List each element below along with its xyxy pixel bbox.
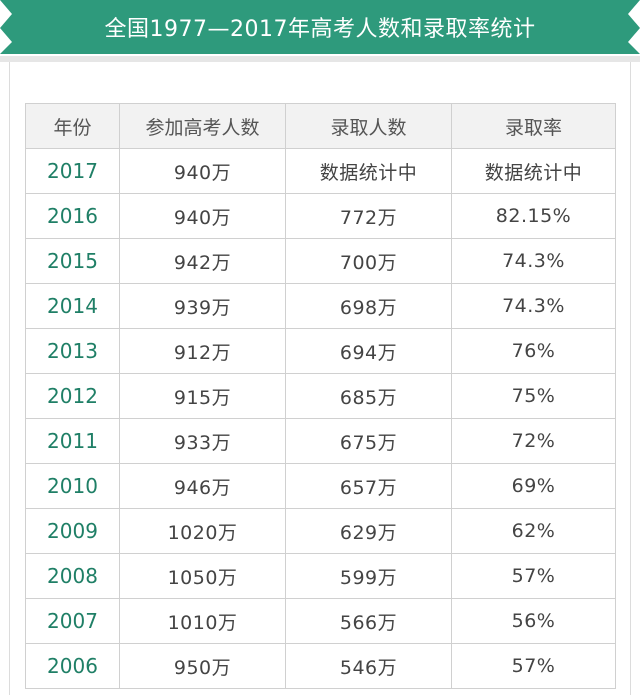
table-row: 2011 933万 675万 72% [25, 418, 616, 464]
year-cell: 2009 [25, 508, 120, 554]
rate-cell: 76% [451, 328, 616, 374]
rate-cell: 57% [451, 643, 616, 689]
applicants-cell: 939万 [119, 283, 286, 329]
admitted-cell: 700万 [285, 238, 452, 284]
admitted-cell: 772万 [285, 193, 452, 239]
header-admission-rate: 录取率 [451, 103, 616, 149]
year-cell: 2016 [25, 193, 120, 239]
table-row: 2013 912万 694万 76% [25, 328, 616, 374]
year-cell: 2006 [25, 643, 120, 689]
year-cell: 2017 [25, 148, 120, 194]
table-row: 2009 1020万 629万 62% [25, 508, 616, 554]
year-cell: 2012 [25, 373, 120, 419]
table-row: 2015 942万 700万 74.3% [25, 238, 616, 284]
admitted-cell: 675万 [285, 418, 452, 464]
table-row: 2008 1050万 599万 57% [25, 553, 616, 599]
header-admitted: 录取人数 [285, 103, 452, 149]
rate-cell: 74.3% [451, 238, 616, 284]
rate-cell: 62% [451, 508, 616, 554]
year-cell: 2013 [25, 328, 120, 374]
admitted-cell: 599万 [285, 553, 452, 599]
applicants-cell: 946万 [119, 463, 286, 509]
rate-cell: 57% [451, 553, 616, 599]
rate-cell: 数据统计中 [451, 148, 616, 194]
left-border-line [9, 62, 10, 695]
year-cell: 2014 [25, 283, 120, 329]
applicants-cell: 912万 [119, 328, 286, 374]
title-banner: 全国1977—2017年高考人数和录取率统计 [0, 0, 640, 62]
page-title: 全国1977—2017年高考人数和录取率统计 [104, 17, 536, 42]
rate-cell: 69% [451, 463, 616, 509]
table-header-row: 年份 参加高考人数 录取人数 录取率 [25, 103, 616, 149]
admitted-cell: 657万 [285, 463, 452, 509]
year-cell: 2008 [25, 553, 120, 599]
table-row: 2007 1010万 566万 56% [25, 598, 616, 644]
applicants-cell: 1050万 [119, 553, 286, 599]
applicants-cell: 942万 [119, 238, 286, 284]
admitted-cell: 694万 [285, 328, 452, 374]
admitted-cell: 629万 [285, 508, 452, 554]
table-row: 2010 946万 657万 69% [25, 463, 616, 509]
applicants-cell: 940万 [119, 148, 286, 194]
rate-cell: 74.3% [451, 283, 616, 329]
table-row: 2017 940万 数据统计中 数据统计中 [25, 148, 616, 194]
rate-cell: 72% [451, 418, 616, 464]
admitted-cell: 685万 [285, 373, 452, 419]
table-row: 2016 940万 772万 82.15% [25, 193, 616, 239]
applicants-cell: 1010万 [119, 598, 286, 644]
applicants-cell: 933万 [119, 418, 286, 464]
year-cell: 2011 [25, 418, 120, 464]
admitted-cell: 566万 [285, 598, 452, 644]
right-border-line [630, 62, 631, 695]
header-year: 年份 [25, 103, 120, 149]
applicants-cell: 1020万 [119, 508, 286, 554]
header-applicants: 参加高考人数 [119, 103, 286, 149]
admitted-cell: 546万 [285, 643, 452, 689]
rate-cell: 75% [451, 373, 616, 419]
rate-cell: 56% [451, 598, 616, 644]
admission-stats-table: 年份 参加高考人数 录取人数 录取率 2017 940万 数据统计中 数据统计中… [25, 103, 616, 689]
table-row: 2014 939万 698万 74.3% [25, 283, 616, 329]
year-cell: 2007 [25, 598, 120, 644]
year-cell: 2015 [25, 238, 120, 284]
year-cell: 2010 [25, 463, 120, 509]
admitted-cell: 数据统计中 [285, 148, 452, 194]
table-row: 2012 915万 685万 75% [25, 373, 616, 419]
applicants-cell: 950万 [119, 643, 286, 689]
rate-cell: 82.15% [451, 193, 616, 239]
admitted-cell: 698万 [285, 283, 452, 329]
applicants-cell: 915万 [119, 373, 286, 419]
table-row: 2006 950万 546万 57% [25, 643, 616, 689]
applicants-cell: 940万 [119, 193, 286, 239]
banner-ribbon-shape [0, 0, 640, 62]
